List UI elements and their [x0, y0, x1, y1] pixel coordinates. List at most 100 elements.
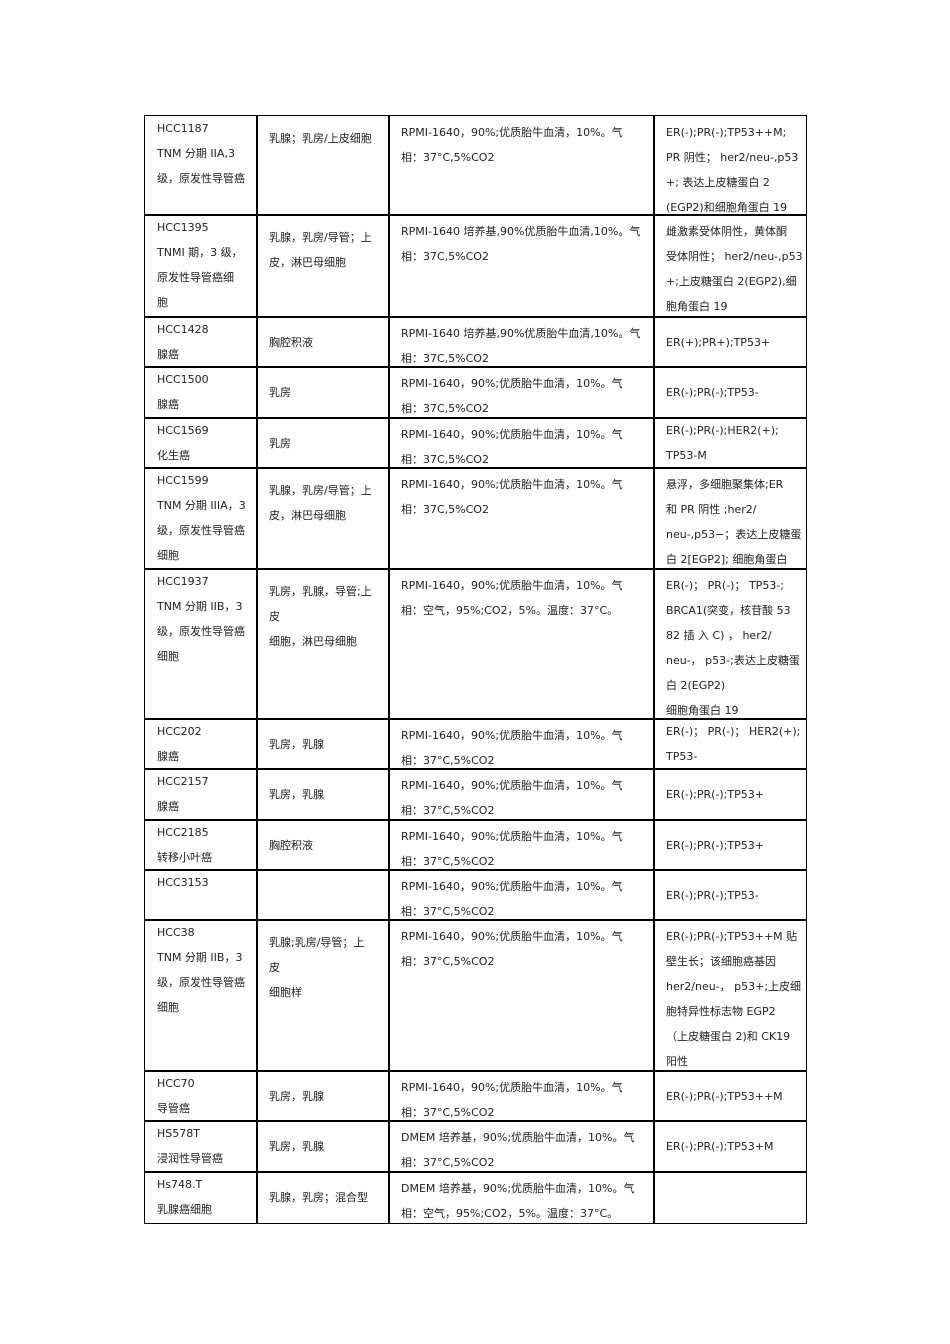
cell-text: HCC1599 [157, 474, 209, 487]
cell-text: 导管癌 [157, 1102, 190, 1115]
cell-text: 相：37C,5%CO2 [401, 453, 489, 466]
table-cell: 胸腔积液 [256, 316, 390, 368]
cell-text: 乳腺；乳房/上皮细胞 [269, 132, 372, 145]
cell-text: RPMI-1640，90%;优质胎牛血清，10%。气 [401, 579, 623, 592]
table-cell: Hs748.T 乳腺癌细胞 [144, 1171, 258, 1224]
table-cell: HCC1937 TNM 分期 IIB，3 级，原发性导管癌 细胞 [144, 568, 258, 720]
cell-text: 乳腺癌细胞 [157, 1203, 212, 1216]
cell-text: TP53-M [666, 449, 707, 462]
cell-text: RPMI-1640，90%;优质胎牛血清，10%。气 [401, 126, 623, 139]
cell-text: +; 表达上皮糖蛋白 2 [666, 176, 770, 189]
cell-text: HCC2185 [157, 826, 209, 839]
cell-text: 腺癌 [157, 398, 179, 411]
cell-text: 皮，淋巴母细胞 [269, 509, 346, 522]
table-cell: RPMI-1640，90%;优质胎牛血清，10%。气 相：37°C,5%CO2 [388, 819, 655, 871]
cell-text: 级，原发性导管癌 [157, 524, 245, 537]
table-cell: HCC3153 [144, 869, 258, 921]
table-cell: HCC202 腺癌 [144, 718, 258, 770]
table-cell: 乳房，乳腺 [256, 1120, 390, 1173]
cell-text: +;上皮糖蛋白 2(EGP2),细 [666, 275, 797, 288]
cell-text: 壁生长；该细胞癌基因 [666, 955, 776, 968]
cell-text: 相：37C,5%CO2 [401, 402, 489, 415]
cell-text: 82 插 入 C) ， her2/ [666, 629, 772, 642]
cell-text: HS578T [157, 1127, 200, 1140]
table-cell: 乳房，乳腺，导管;上皮细胞，淋巴母细胞 [256, 568, 390, 720]
table-cell: ER(-);PR(-);TP53++M 贴壁生长；该细胞癌基因 her2/neu-… [653, 919, 807, 1072]
cell-text: 相：37°C,5%CO2 [401, 151, 495, 164]
table-cell: HCC70 导管癌 [144, 1070, 258, 1122]
cell-text: 相：空气，95%;CO2，5%。温度：37°C。 [401, 604, 619, 617]
cell-text: her2/neu-， p53+;上皮细 [666, 980, 802, 993]
table-cell: HCC1569 化生癌 [144, 417, 258, 469]
table-cell: 乳房 [256, 417, 390, 469]
table-cell: RPMI-1640，90%;优质胎牛血清，10%。气 相：37C,5%CO2 [388, 467, 655, 570]
cell-text: 乳房，乳腺 [269, 1089, 324, 1103]
table-cell: DMEM 培养基，90%;优质胎牛血清，10%。气 相：37°C,5%CO2 [388, 1120, 655, 1173]
table-cell: RPMI-1640，90%;优质胎牛血清，10%。气 相：37°C,5%CO2 [388, 1070, 655, 1122]
cell-text: RPMI-1640 培养基,90%优质胎牛血清,10%。气 [401, 327, 641, 340]
cell-text: 相：37C,5%CO2 [401, 352, 489, 365]
table-cell: RPMI-1640，90%;优质胎牛血清，10%。气 相：37°C,5%CO2 [388, 869, 655, 921]
cell-text: 级，原发性导管癌 [157, 625, 245, 638]
cell-text: TNM 分期 IIB，3 [157, 951, 243, 964]
table-cell: ER(-);PR(-);TP53+M [653, 1120, 807, 1173]
cell-text: 细胞 [157, 650, 179, 663]
cell-text: ER(-);PR(-);TP53++M 贴 [666, 930, 798, 943]
cell-text: 相：37°C,5%CO2 [401, 1106, 495, 1119]
cell-text: HCC2157 [157, 775, 209, 788]
cell-text: 皮 [269, 961, 280, 974]
cell-text: DMEM 培养基，90%;优质胎牛血清，10%。气 [401, 1131, 635, 1144]
cell-text: HCC70 [157, 1077, 195, 1090]
cell-text: ER(-);PR(-);TP53++M [666, 1089, 783, 1103]
cell-text: RPMI-1640，90%;优质胎牛血清，10%。气 [401, 779, 623, 792]
cell-text: 细胞，淋巴母细胞 [269, 635, 357, 648]
table-cell: RPMI-1640 培养基,90%优质胎牛血清,10%。气 相：37C,5%CO2 [388, 214, 655, 318]
cell-text: ER(-);PR(-);TP53- [666, 888, 759, 902]
cell-text: 胸腔积液 [269, 838, 313, 852]
cell-text: 相：空气，95%;CO2，5%。温度：37°C。 [401, 1207, 619, 1220]
cell-text: ER(-);PR(-);TP53+M [666, 1140, 774, 1153]
cell-text: 相：37°C,5%CO2 [401, 905, 495, 918]
cell-text: HCC1187 [157, 122, 209, 135]
cell-text: TNMI 期，3 级， [157, 246, 243, 259]
cell-text: RPMI-1640 培养基,90%优质胎牛血清,10%。气 [401, 225, 641, 238]
cell-text: ER(-);PR(-);TP53+ [666, 788, 764, 801]
cell-text: （上皮糖蛋白 2)和 CK19 [666, 1030, 791, 1043]
cell-text: RPMI-1640，90%;优质胎牛血清，10%。气 [401, 930, 623, 943]
cell-text: 乳腺，乳房/导管；上 [269, 231, 372, 244]
table-cell: ER(-);PR(-);TP53++M [653, 1070, 807, 1122]
cell-text: 浸润性导管癌 [157, 1152, 223, 1165]
cell-text: HCC1500 [157, 373, 209, 386]
cell-text: 胞角蛋白 19 [666, 300, 728, 313]
table-cell: 乳腺，乳房/导管；上 皮，淋巴母细胞 [256, 467, 390, 570]
cell-text: ER(+);PR+);TP53+ [666, 335, 771, 349]
table-cell: RPMI-1640，90%;优质胎牛血清，10%。气 相：37°C,5%CO2 [388, 718, 655, 770]
table-cell [653, 1171, 807, 1224]
cell-text: 乳腺，乳房；混合型 [269, 1191, 368, 1204]
cell-text: Hs748.T [157, 1178, 203, 1191]
cell-text: TNM 分期 IIA,3 [157, 147, 235, 160]
table-cell: RPMI-1640，90%;优质胎牛血清，10%。气 相：37°C,5%CO2 [388, 115, 655, 216]
cell-text: ER(-)； PR(-)； TP53-; [666, 579, 784, 592]
cell-text: 皮 [269, 610, 280, 623]
cell-text: 和 PR 阴性 ;her2/ [666, 503, 757, 516]
cell-text: RPMI-1640，90%;优质胎牛血清，10%。气 [401, 478, 623, 491]
table-cell: ER(-)； PR(-)； HER2(+); TP53- [653, 718, 807, 770]
cell-text: 细胞样 [269, 986, 302, 999]
table-cell: 乳房 [256, 366, 390, 419]
table-cell: HS578T 浸润性导管癌 [144, 1120, 258, 1173]
table-cell: HCC1500 腺癌 [144, 366, 258, 419]
cell-text: 乳腺，乳房/导管；上 [269, 484, 372, 497]
cell-text: 悬浮，多细胞聚集体;ER [666, 478, 784, 491]
table-cell: RPMI-1640，90%;优质胎牛血清，10%。气 相：37C,5%CO2 [388, 417, 655, 469]
cell-text: 雌激素受体阴性，黄体酮 [666, 225, 787, 238]
table-cell: HCC1395 TNMI 期，3 级， 原发性导管癌细胞 [144, 214, 258, 318]
cell-text: BRCA1(突变，核苷酸 53 [666, 604, 791, 617]
cell-text: 相：37°C,5%CO2 [401, 955, 495, 968]
cell-text: 转移小叶癌 [157, 851, 212, 864]
cell-text: HCC1937 [157, 575, 209, 588]
cell-text: 相：37C,5%CO2 [401, 250, 489, 263]
table-cell: ER(-);PR(-);TP53- [653, 366, 807, 419]
cell-text: 相：37°C,5%CO2 [401, 1156, 495, 1169]
